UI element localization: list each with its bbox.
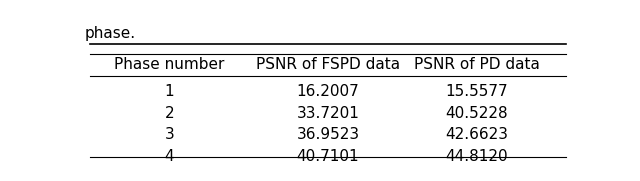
Text: 36.9523: 36.9523	[296, 127, 360, 142]
Text: 1: 1	[164, 84, 174, 99]
Text: 4: 4	[164, 149, 174, 164]
Text: 2: 2	[164, 106, 174, 121]
Text: PSNR of FSPD data: PSNR of FSPD data	[256, 57, 400, 72]
Text: 16.2007: 16.2007	[296, 84, 360, 99]
Text: 42.6623: 42.6623	[445, 127, 508, 142]
Text: 44.8120: 44.8120	[445, 149, 508, 164]
Text: 40.7101: 40.7101	[297, 149, 359, 164]
Text: 3: 3	[164, 127, 174, 142]
Text: phase.: phase.	[85, 26, 136, 41]
Text: 33.7201: 33.7201	[296, 106, 360, 121]
Text: 40.5228: 40.5228	[445, 106, 508, 121]
Text: PSNR of PD data: PSNR of PD data	[414, 57, 540, 72]
Text: 15.5577: 15.5577	[445, 84, 508, 99]
Text: Phase number: Phase number	[114, 57, 225, 72]
